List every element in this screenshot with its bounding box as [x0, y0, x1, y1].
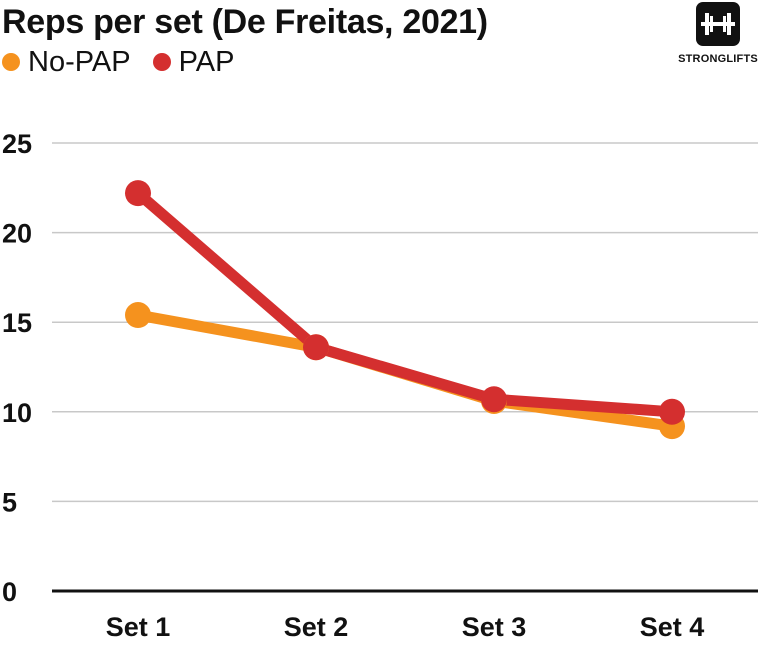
y-axis-ticks: 0 5 10 15 20 25 [2, 129, 32, 607]
series-lines [132, 187, 678, 432]
data-point-pap [659, 398, 685, 425]
y-tick-label: 5 [2, 487, 17, 517]
x-tick-label: Set 1 [106, 612, 171, 642]
y-tick-label: 0 [2, 577, 17, 607]
data-point-pap [303, 334, 329, 361]
x-tick-label: Set 4 [640, 612, 705, 642]
chart-legend: No-PAP PAP [2, 44, 257, 80]
chart-title: Reps per set (De Freitas, 2021) [2, 3, 488, 41]
legend-label-no-pap: No-PAP [28, 45, 131, 78]
data-point-pap [125, 180, 151, 207]
x-tick-label: Set 2 [284, 612, 349, 642]
y-tick-label: 15 [2, 308, 32, 338]
legend-item-pap: PAP [152, 45, 235, 79]
x-axis-ticks: Set 1 Set 2 Set 3 Set 4 [106, 612, 705, 642]
legend-marker-pap [152, 53, 171, 71]
series-line-pap [132, 187, 678, 418]
legend-item-no-pap: No-PAP [2, 46, 131, 79]
y-tick-label: 20 [2, 219, 32, 249]
x-tick-label: Set 3 [462, 612, 527, 642]
data-point-no-pap [125, 302, 151, 329]
y-tick-label: 10 [2, 398, 32, 428]
logo-wordmark: STRONGLIFTS [678, 53, 758, 65]
y-tick-label: 25 [2, 129, 32, 159]
stronglifts-logo: STRONGLIFTS [678, 2, 758, 70]
legend-label-pap: PAP [178, 45, 235, 78]
legend-marker-no-pap [2, 53, 20, 71]
data-point-pap [481, 386, 507, 413]
barbell-logo-icon [696, 2, 740, 46]
data-points [125, 180, 685, 440]
